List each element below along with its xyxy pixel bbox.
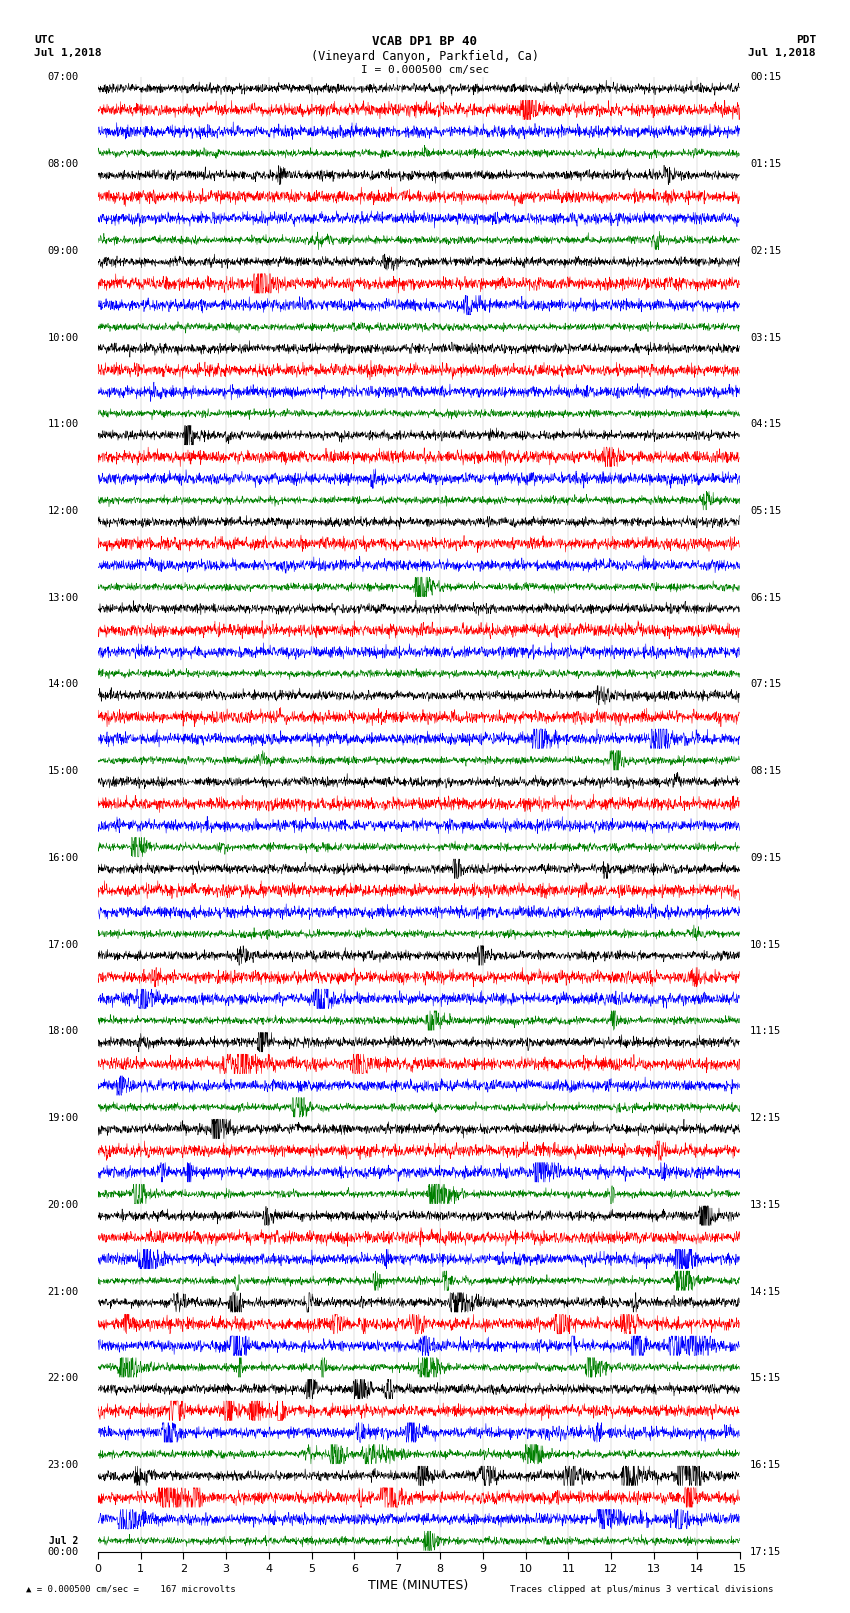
Text: 00:00: 00:00 — [48, 1547, 78, 1557]
Text: 18:00: 18:00 — [48, 1026, 78, 1037]
Text: 21:00: 21:00 — [48, 1287, 78, 1297]
Text: 20:00: 20:00 — [48, 1200, 78, 1210]
Text: 12:00: 12:00 — [48, 506, 78, 516]
Text: 16:00: 16:00 — [48, 853, 78, 863]
Text: 08:15: 08:15 — [751, 766, 781, 776]
Text: 14:00: 14:00 — [48, 679, 78, 689]
Text: (Vineyard Canyon, Parkfield, Ca): (Vineyard Canyon, Parkfield, Ca) — [311, 50, 539, 63]
Text: 05:15: 05:15 — [751, 506, 781, 516]
Text: 07:15: 07:15 — [751, 679, 781, 689]
Text: Jul 1,2018: Jul 1,2018 — [749, 48, 816, 58]
Text: I = 0.000500 cm/sec: I = 0.000500 cm/sec — [361, 65, 489, 74]
Text: 10:15: 10:15 — [751, 940, 781, 950]
Text: 16:15: 16:15 — [751, 1460, 781, 1469]
Text: PDT: PDT — [796, 35, 816, 45]
X-axis label: TIME (MINUTES): TIME (MINUTES) — [369, 1579, 468, 1592]
Text: 03:15: 03:15 — [751, 332, 781, 342]
Text: 09:15: 09:15 — [751, 853, 781, 863]
Text: 11:00: 11:00 — [48, 419, 78, 429]
Text: 04:15: 04:15 — [751, 419, 781, 429]
Text: 22:00: 22:00 — [48, 1373, 78, 1384]
Text: 17:15: 17:15 — [751, 1547, 781, 1557]
Text: 13:15: 13:15 — [751, 1200, 781, 1210]
Text: 13:00: 13:00 — [48, 592, 78, 603]
Text: 02:15: 02:15 — [751, 245, 781, 256]
Text: UTC: UTC — [34, 35, 54, 45]
Text: 07:00: 07:00 — [48, 73, 78, 82]
Text: 15:00: 15:00 — [48, 766, 78, 776]
Text: 19:00: 19:00 — [48, 1113, 78, 1123]
Text: 00:15: 00:15 — [751, 73, 781, 82]
Text: Traces clipped at plus/minus 3 vertical divisions: Traces clipped at plus/minus 3 vertical … — [510, 1584, 774, 1594]
Text: 14:15: 14:15 — [751, 1287, 781, 1297]
Text: 01:15: 01:15 — [751, 160, 781, 169]
Text: 10:00: 10:00 — [48, 332, 78, 342]
Text: 06:15: 06:15 — [751, 592, 781, 603]
Text: 11:15: 11:15 — [751, 1026, 781, 1037]
Text: VCAB DP1 BP 40: VCAB DP1 BP 40 — [372, 35, 478, 48]
Text: Jul 1,2018: Jul 1,2018 — [34, 48, 101, 58]
Text: Jul 2: Jul 2 — [49, 1536, 78, 1545]
Text: 17:00: 17:00 — [48, 940, 78, 950]
Text: 09:00: 09:00 — [48, 245, 78, 256]
Text: 23:00: 23:00 — [48, 1460, 78, 1469]
Text: 12:15: 12:15 — [751, 1113, 781, 1123]
Text: ▲ = 0.000500 cm/sec =    167 microvolts: ▲ = 0.000500 cm/sec = 167 microvolts — [26, 1584, 235, 1594]
Text: 15:15: 15:15 — [751, 1373, 781, 1384]
Text: 08:00: 08:00 — [48, 160, 78, 169]
